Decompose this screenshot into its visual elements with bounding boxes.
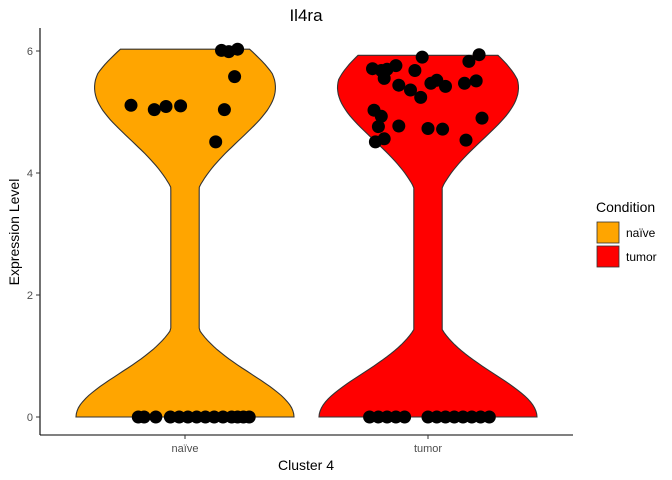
data-point-naive	[124, 98, 138, 112]
y-tick-label: 4	[27, 168, 33, 180]
data-point-tumor	[389, 59, 403, 73]
data-point-tumor	[414, 90, 428, 104]
data-point-tumor	[482, 410, 496, 424]
data-point-naive	[147, 103, 161, 117]
data-point-tumor	[462, 54, 476, 68]
data-point-tumor	[404, 83, 417, 97]
legend-swatch-tumor	[596, 245, 620, 268]
chart-title: Il4ra	[289, 6, 323, 25]
data-point-tumor	[436, 122, 450, 136]
data-point-tumor	[459, 133, 473, 147]
data-point-naive	[242, 410, 256, 424]
data-point-tumor	[371, 120, 385, 134]
data-point-tumor	[392, 78, 406, 92]
data-point-naive	[174, 99, 188, 113]
data-point-tumor	[398, 410, 412, 424]
x-axis-title: Cluster 4	[278, 457, 334, 473]
data-point-tumor	[421, 122, 435, 135]
points-layer	[124, 42, 496, 424]
data-point-tumor	[458, 76, 471, 90]
legend: Condition naïve tumor	[596, 199, 657, 268]
legend-label-naive: naïve	[626, 226, 656, 240]
x-tick-label: tumor	[414, 443, 442, 455]
data-point-naive	[217, 103, 231, 117]
x-tick-label: naïve	[172, 443, 199, 455]
legend-title: Condition	[596, 199, 655, 215]
data-point-naive	[137, 410, 151, 424]
data-point-tumor	[374, 109, 388, 123]
x-ticks: naïve tumor	[172, 435, 442, 455]
data-point-tumor	[377, 71, 391, 85]
data-point-tumor	[377, 132, 391, 146]
data-point-naive	[228, 70, 242, 84]
violin-tumor	[318, 54, 538, 418]
data-point-tumor	[472, 48, 486, 62]
data-point-tumor	[439, 79, 452, 93]
data-point-tumor	[415, 50, 429, 64]
data-point-tumor	[469, 74, 483, 88]
data-point-naive	[159, 100, 173, 113]
data-point-naive	[209, 135, 223, 149]
data-point-tumor	[392, 119, 406, 133]
y-tick-label: 0	[27, 412, 33, 424]
data-point-tumor	[475, 111, 489, 125]
y-axis-title: Expression Level	[6, 179, 22, 286]
violin-naive	[75, 48, 295, 418]
legend-swatch-naive	[596, 221, 620, 244]
data-point-tumor	[408, 64, 422, 77]
y-tick-label: 6	[27, 46, 33, 58]
y-tick-label: 2	[27, 290, 33, 302]
y-ticks: 0 2 4 6	[27, 46, 40, 424]
data-point-naive	[231, 42, 245, 56]
legend-label-tumor: tumor	[626, 250, 657, 264]
data-point-naive	[149, 410, 163, 424]
violins-layer	[75, 48, 538, 418]
